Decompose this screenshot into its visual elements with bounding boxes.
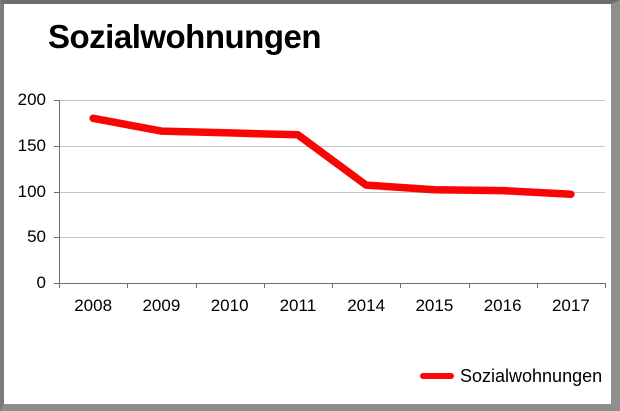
- y-axis-tick-label: 50: [27, 227, 46, 247]
- y-axis-tick-label: 200: [17, 90, 46, 109]
- legend: Sozialwohnungen: [420, 362, 602, 390]
- y-axis-tick-label: 150: [17, 135, 46, 155]
- legend-line-marker: [420, 372, 454, 380]
- x-axis-tick-label: 2015: [415, 296, 454, 315]
- x-axis-tick-label: 2010: [210, 296, 249, 315]
- x-axis-tick-label: 2017: [551, 296, 590, 315]
- x-axis-tick-label: 2011: [279, 296, 317, 315]
- chart-title: Sozialwohnungen: [48, 18, 321, 55]
- x-axis-tick-label: 2008: [74, 296, 113, 315]
- legend-label: Sozialwohnungen: [460, 365, 603, 386]
- y-axis-tick-label: 100: [17, 181, 46, 201]
- x-axis-tick-label: 2016: [483, 296, 522, 315]
- x-axis-tick-label: 2009: [142, 296, 181, 315]
- y-axis-tick-label: 0: [36, 273, 46, 292]
- x-axis-tick-label: 2014: [347, 296, 386, 315]
